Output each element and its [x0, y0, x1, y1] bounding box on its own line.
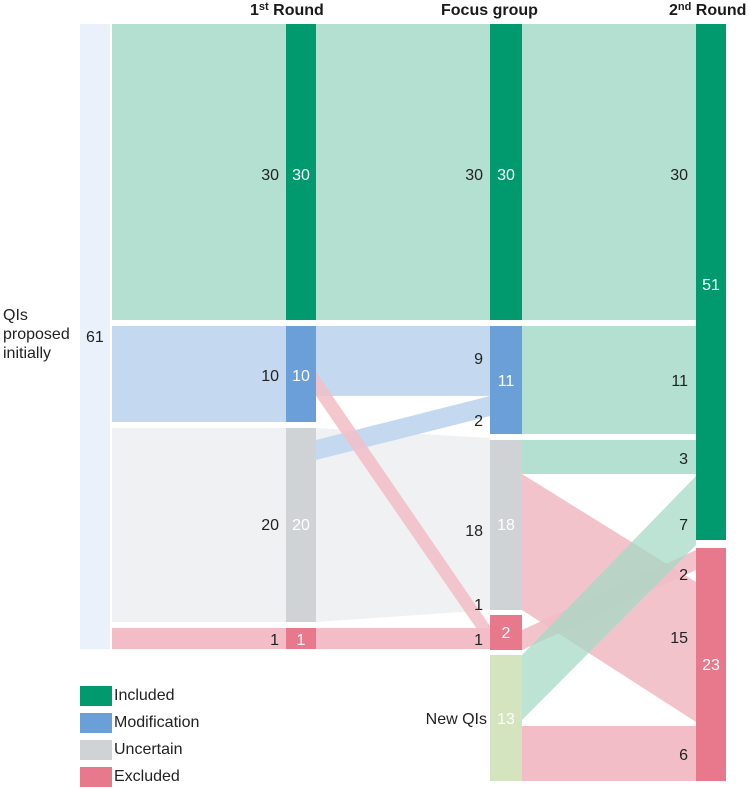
fg-link-label-unc: 18	[465, 523, 483, 540]
link-source-modification	[112, 326, 286, 422]
fg-node-excluded	[490, 615, 522, 650]
r2-link-label-inc: 30	[670, 167, 688, 184]
r2-node-included	[696, 24, 726, 540]
r2-node-label-excluded: 23	[702, 657, 720, 674]
r2-link-label-unc-exc: 15	[670, 630, 688, 647]
fg-link-label-inc: 30	[465, 167, 483, 184]
header-round2: 2nd Round	[669, 1, 746, 19]
r1-link-label-included: 30	[261, 167, 279, 184]
fg-node-label-excluded: 2	[502, 625, 511, 642]
fg-node-uncertain	[490, 440, 522, 610]
fg-node-new-qis	[490, 655, 522, 781]
link-r1-mod-to-fg-mod	[316, 326, 490, 396]
r2-link-label-mod: 11	[671, 373, 688, 390]
legend-swatch-modification	[80, 712, 112, 733]
r2-node-label-included: 51	[702, 277, 720, 294]
link-new-to-r2-inc	[522, 476, 696, 720]
r2-link-label-unc-inc: 3	[679, 451, 688, 468]
fg-node-label-new-qis: 13	[497, 711, 515, 728]
link-source-included	[112, 24, 286, 320]
legend: Included Modification Uncertain Excluded	[80, 682, 199, 790]
r1-node-label-included: 30	[292, 167, 310, 184]
r1-node-excluded	[286, 628, 316, 649]
source-label: QIs proposed initially	[3, 307, 70, 362]
fg-link-label-mod: 9	[474, 351, 483, 368]
r1-link-label-uncertain: 20	[261, 517, 279, 534]
r1-node-uncertain	[286, 428, 316, 622]
link-source-uncertain	[112, 428, 286, 622]
legend-swatch-included	[80, 685, 112, 706]
r2-link-label-new-exc: 6	[679, 747, 688, 764]
r1-node-label-modification: 10	[292, 368, 310, 385]
link-source-excluded	[112, 628, 286, 649]
fg-link-label-unc-mod: 2	[474, 413, 483, 430]
link-new-to-r2-exc	[522, 726, 696, 781]
r2-link-label-exc: 2	[679, 567, 688, 584]
new-qis-label: New QIs	[426, 711, 487, 728]
r1-link-label-modification: 10	[261, 368, 279, 385]
fg-link-label-unc-exc: 1	[474, 597, 483, 614]
legend-item-excluded: Excluded	[80, 763, 199, 790]
header-focus-group: Focus group	[441, 2, 538, 19]
r1-node-label-uncertain: 20	[292, 517, 310, 534]
legend-item-included: Included	[80, 682, 199, 709]
legend-label-excluded: Excluded	[114, 767, 180, 785]
fg-node-label-modification: 11	[498, 373, 515, 390]
link-r1-inc-to-fg-inc	[316, 24, 490, 320]
fg-link-label-exc: 1	[474, 632, 483, 649]
link-r1-exc-to-fg-exc	[316, 628, 490, 649]
legend-label-uncertain: Uncertain	[114, 740, 183, 758]
link-fg-unc-to-r2-inc	[522, 440, 696, 474]
link-fg-mod-to-r2-inc	[522, 326, 696, 434]
legend-item-modification: Modification	[80, 709, 199, 736]
legend-item-uncertain: Uncertain	[80, 736, 199, 763]
fg-node-label-included: 30	[497, 167, 515, 184]
source-bar	[80, 24, 110, 649]
link-r1-mod-to-fg-exc	[316, 372, 490, 648]
r1-node-modification	[286, 326, 316, 422]
legend-label-modification: Modification	[114, 713, 200, 731]
legend-label-included: Included	[114, 686, 175, 704]
legend-swatch-uncertain	[80, 739, 112, 760]
r1-node-label-excluded: 1	[297, 632, 306, 649]
link-fg-inc-to-r2-inc	[522, 24, 696, 320]
r1-node-included	[286, 24, 316, 320]
r1-link-label-excluded: 1	[270, 632, 279, 649]
fg-node-label-uncertain: 18	[497, 517, 515, 534]
legend-swatch-excluded	[80, 766, 112, 787]
r2-link-label-new-inc: 7	[679, 517, 688, 534]
r2-node-excluded	[696, 548, 726, 781]
source-value: 61	[86, 329, 104, 346]
header-round1: 1st Round	[250, 1, 324, 19]
fg-node-modification	[490, 326, 522, 434]
fg-node-included	[490, 24, 522, 320]
